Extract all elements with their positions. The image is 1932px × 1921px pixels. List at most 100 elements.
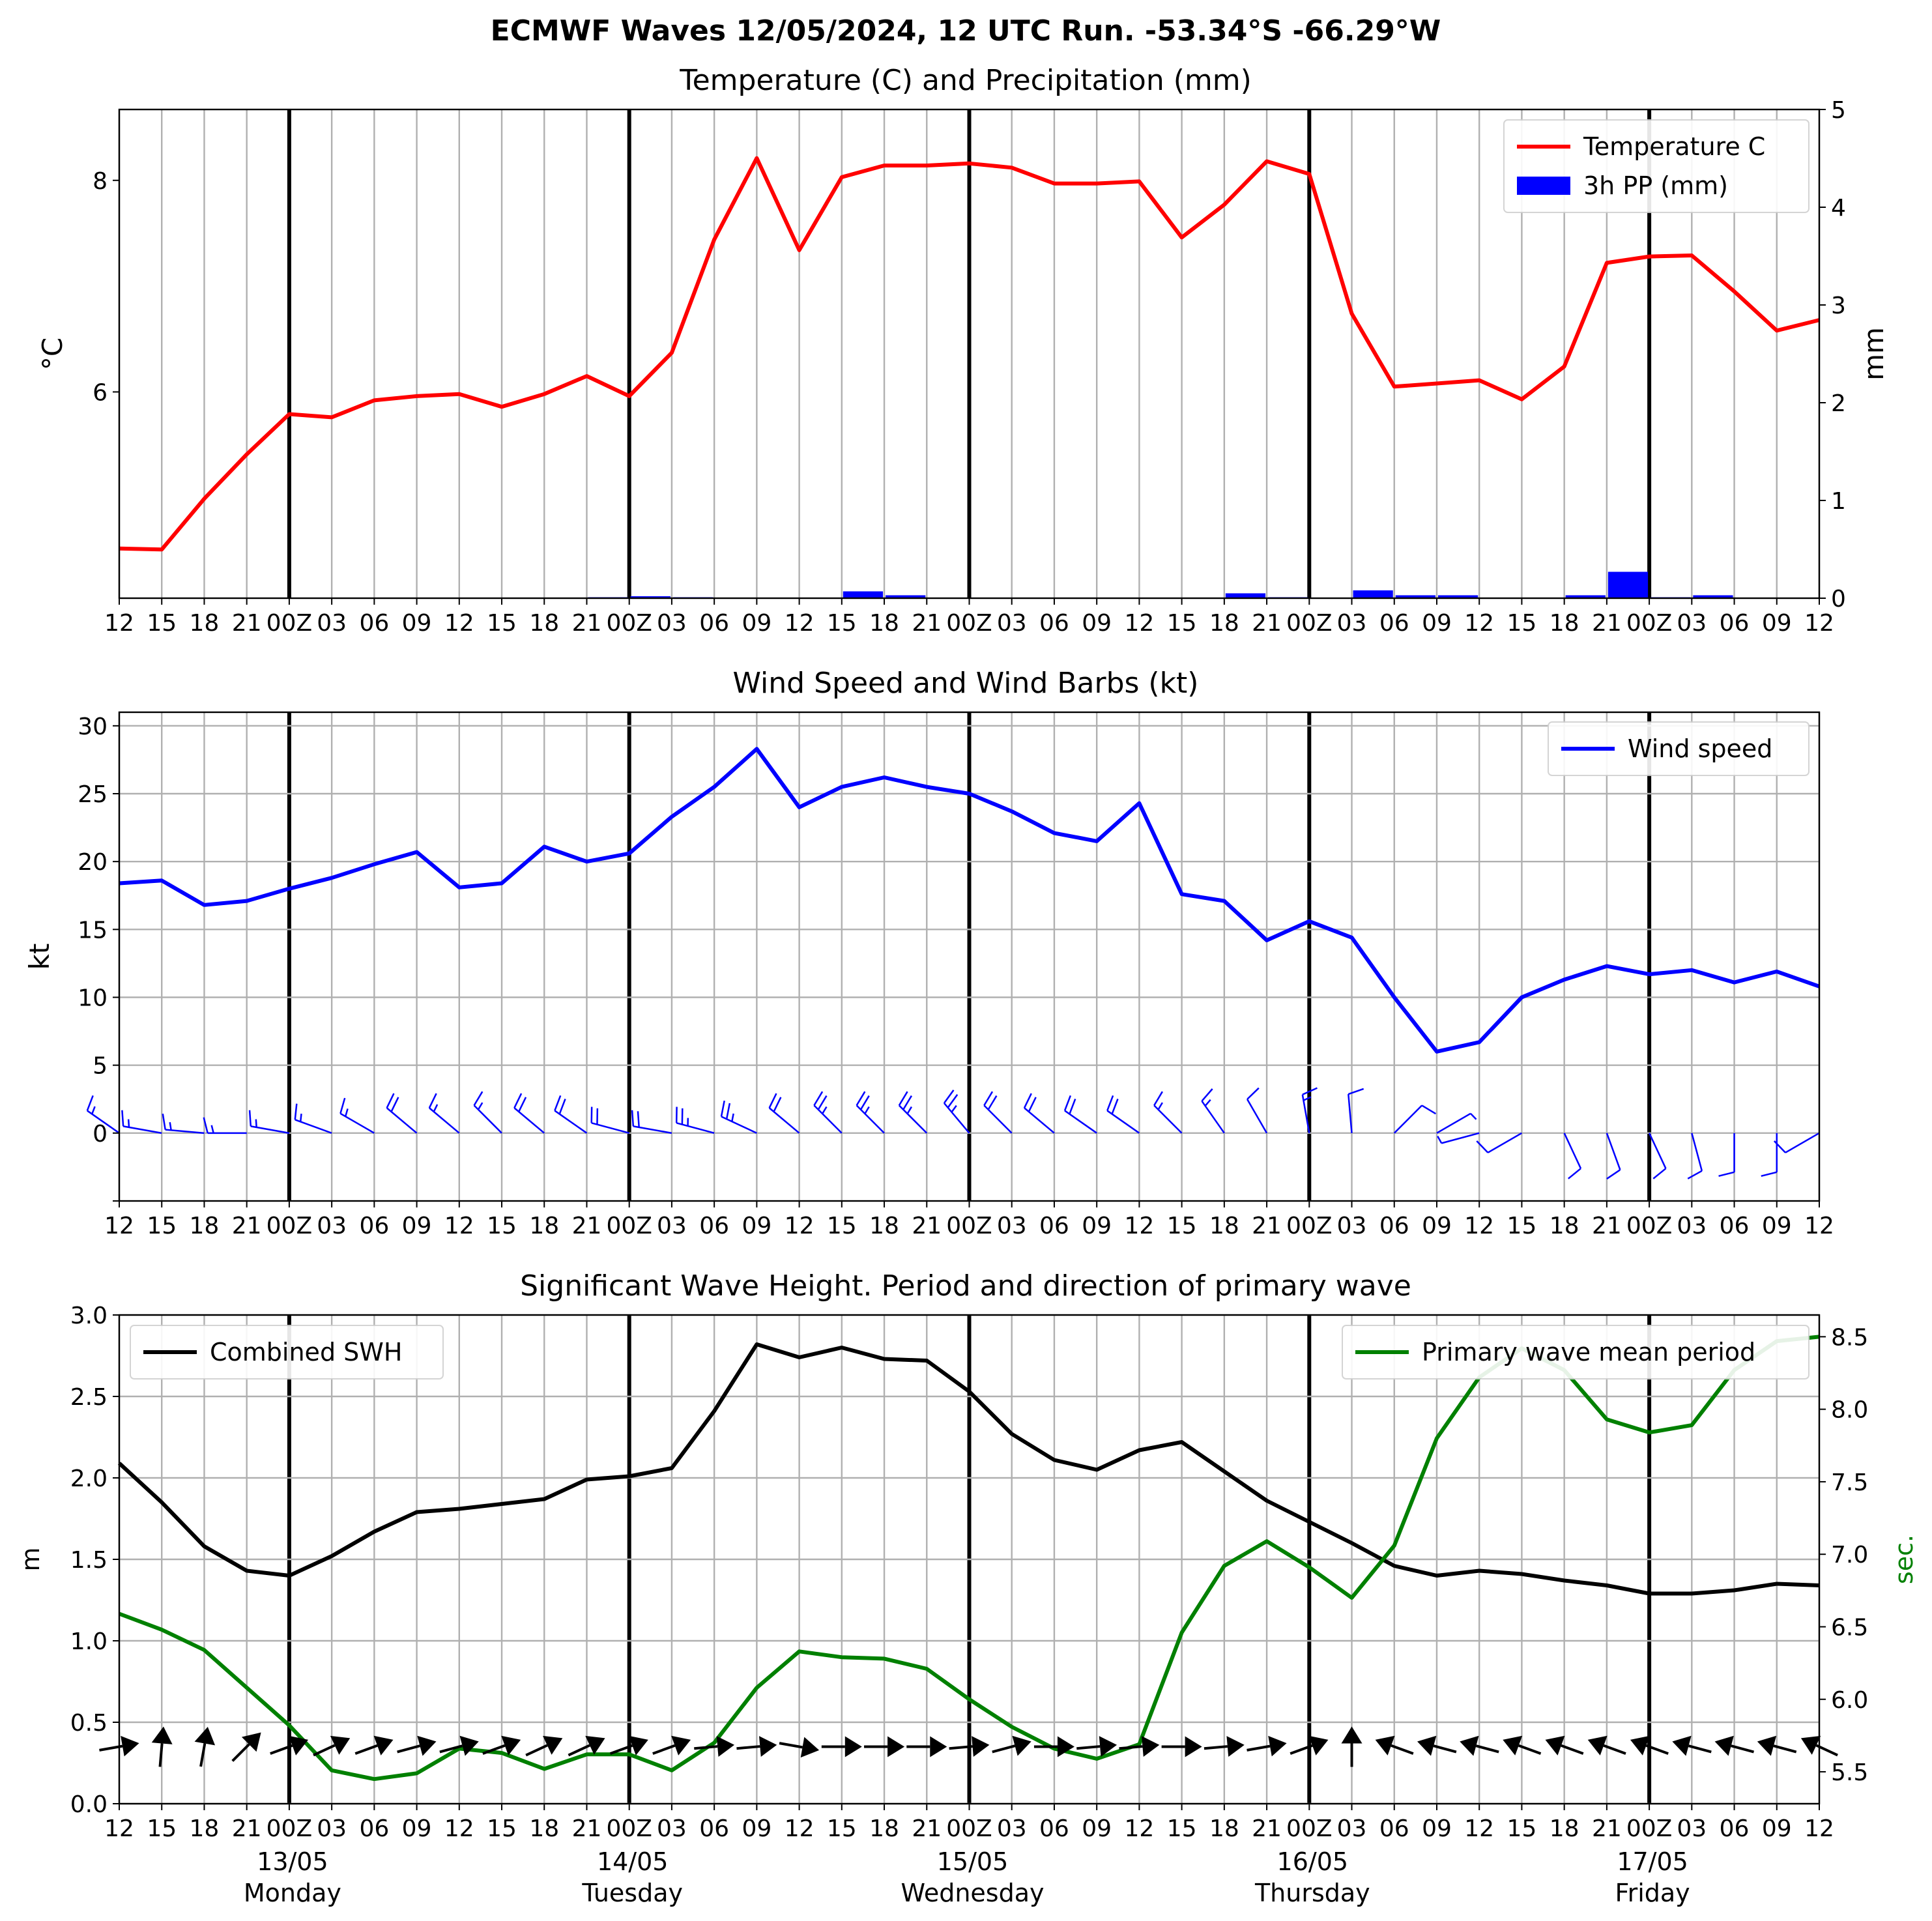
wave-direction-arrow	[1757, 1735, 1797, 1756]
x-tick-label: 21	[1592, 610, 1622, 637]
wind-barb-shaft	[295, 1119, 332, 1134]
wind-barb-feather	[86, 1095, 94, 1111]
wave-arrow-shaft	[397, 1744, 420, 1754]
x-tick-label: 03	[1677, 1213, 1707, 1239]
x-tick-label: 00Z	[1286, 1213, 1332, 1239]
wave-arrow-head	[330, 1735, 351, 1755]
legend-box	[1342, 1325, 1809, 1379]
wind-barb-feather	[162, 1113, 166, 1130]
y2-tick-label: 5	[1831, 97, 1846, 124]
wave-direction-arrow	[652, 1735, 691, 1755]
wave-arrow-head	[1375, 1735, 1395, 1755]
x-tick-label: 15	[827, 610, 857, 637]
wave-direction-arrow	[1119, 1736, 1160, 1757]
wave-arrow-head	[1545, 1735, 1565, 1755]
wave-arrow-head	[1226, 1736, 1245, 1757]
x-tick-label: 21	[572, 1213, 602, 1239]
legend-box	[1503, 119, 1809, 213]
wind-barb-half-feather	[433, 1104, 439, 1112]
wave-direction-arrow	[270, 1735, 309, 1755]
wave-direction-arrow	[736, 1736, 777, 1757]
wind-barb-shaft	[250, 1125, 290, 1134]
wind-barb-feather	[428, 1093, 437, 1108]
wind-barb	[1023, 1093, 1055, 1134]
y2-tick-label: 1	[1831, 488, 1846, 515]
x-tick-label: 18	[1550, 610, 1579, 637]
wind-barb-feather	[856, 1091, 866, 1106]
x-tick-label: 00Z	[1626, 610, 1672, 637]
wind-barb	[294, 1103, 332, 1134]
x-tick-label: 15	[147, 610, 177, 637]
x-tick-label: 09	[1762, 1213, 1792, 1239]
wind-barb-shaft	[943, 1103, 970, 1134]
wind-barb-half-feather	[91, 1106, 96, 1115]
wave-arrow-head	[1714, 1735, 1734, 1756]
x-tick-label: 18	[529, 610, 559, 637]
wave-arrow-shaft	[1773, 1744, 1797, 1754]
wind-barb	[339, 1097, 375, 1134]
wind-barb	[768, 1093, 800, 1134]
wave-direction-arrow	[1161, 1736, 1202, 1757]
wind-barb-feather	[1302, 1087, 1318, 1095]
x-tick-label: 15	[1507, 1815, 1537, 1842]
wind-barb-shaft	[898, 1105, 928, 1134]
y-tick-label: 0	[93, 1121, 108, 1148]
wind-barb-feather	[203, 1117, 209, 1134]
wave-arrow-head	[1268, 1735, 1287, 1757]
wind-barb	[1436, 1112, 1477, 1134]
x-tick-label: 06	[1720, 1815, 1750, 1842]
x-tick-label: 15	[1507, 610, 1537, 637]
wind-barb-shaft	[87, 1110, 120, 1134]
wind-barb-feather	[248, 1110, 252, 1127]
wind-barb-feather	[1069, 1099, 1076, 1115]
wave-arrow-shaft	[1518, 1744, 1542, 1755]
wind-panel: 12 15 18 21 00Z 03 06 09 12 15 18 21 00Z 03 06 09 12 15 18…	[23, 667, 1834, 1239]
precip-bar	[1225, 593, 1266, 598]
wave-arrow-head	[1099, 1736, 1117, 1757]
x-tick-label: 09	[742, 1213, 771, 1239]
precip-bar	[1395, 595, 1435, 598]
wind-barb	[554, 1095, 588, 1134]
x-tick-label: 03	[1677, 610, 1707, 637]
x-tick-label: 15	[1507, 1213, 1537, 1239]
wind-barb-feather	[1718, 1171, 1735, 1177]
x-tick-label: 09	[1082, 610, 1112, 637]
y-tick-label: 2.0	[70, 1466, 108, 1492]
x-tick-label: 06	[1039, 610, 1069, 637]
wave-arrow-head	[1341, 1726, 1362, 1744]
wind-barb	[1476, 1132, 1523, 1153]
wind-barb-shaft	[633, 1125, 672, 1134]
y-tick-label: 5	[93, 1053, 108, 1080]
wind-barb	[898, 1091, 928, 1134]
wind-barb	[513, 1093, 545, 1134]
wave-arrow-shaft	[779, 1742, 803, 1749]
legend-swatch	[1517, 177, 1570, 195]
day-weekday-label: Wednesday	[901, 1879, 1044, 1907]
x-tick-label: 15	[1167, 1815, 1197, 1842]
wind-barb	[1761, 1133, 1778, 1177]
legend-label: 3h PP (mm)	[1583, 171, 1728, 200]
wave-direction-arrow	[1587, 1735, 1626, 1755]
x-tick-label: 00Z	[267, 1815, 312, 1842]
wave-arrow-shaft	[1603, 1744, 1626, 1755]
x-tick-label: 00Z	[1626, 1815, 1672, 1842]
x-tick-label: 18	[1209, 1815, 1239, 1842]
x-tick-label: 21	[572, 610, 602, 637]
wind-barb	[1437, 1132, 1480, 1144]
x-tick-label: 12	[785, 610, 815, 637]
wave-direction-arrow	[609, 1735, 648, 1755]
day-weekday-label: Friday	[1615, 1879, 1690, 1907]
plot-frame	[118, 108, 1821, 599]
wave-arrow-head	[1012, 1735, 1031, 1756]
y-tick-label: 0.0	[70, 1791, 108, 1818]
wind-barb-feather	[1421, 1105, 1437, 1115]
wind-barb-feather	[1652, 1168, 1667, 1179]
x-tick-label: 21	[1252, 1213, 1282, 1239]
x-tick-label: 15	[827, 1213, 857, 1239]
wind-barb	[631, 1110, 672, 1134]
wave-arrow-head	[1057, 1736, 1074, 1757]
x-tick-label: 12	[104, 610, 134, 637]
x-tick-label: 18	[1209, 610, 1239, 637]
wave-direction-arrow	[1460, 1735, 1499, 1756]
